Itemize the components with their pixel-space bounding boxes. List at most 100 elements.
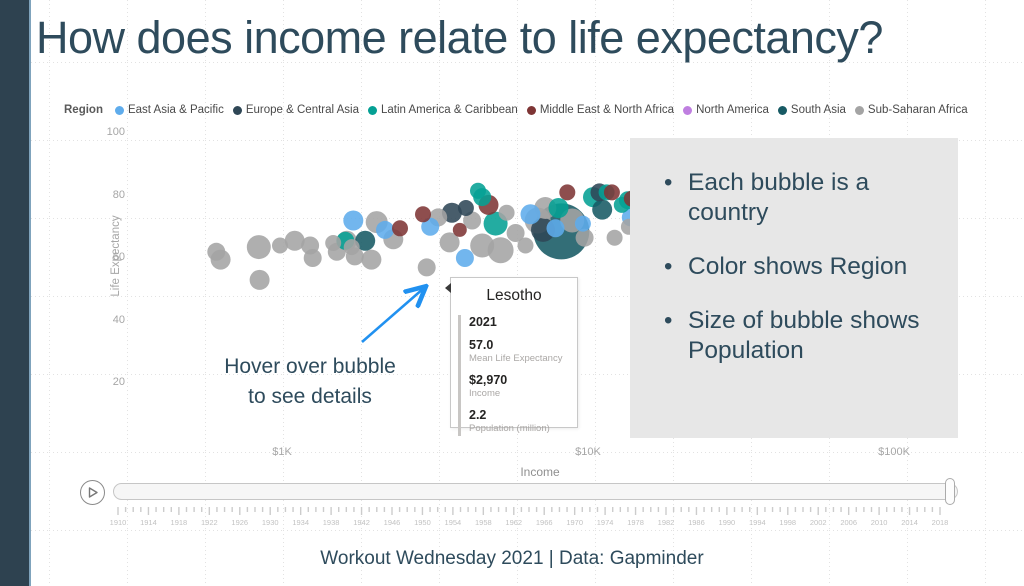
region-legend: Region East Asia & Pacific Europe & Centr… [64,104,968,116]
legend-item-ssa[interactable]: Sub-Saharan Africa [854,104,968,116]
bubble[interactable] [457,200,474,216]
hover-annotation: Hover over bubble to see details [185,352,435,413]
tooltip-row: 2.2 Population (million) [469,408,577,436]
legend-title: Region [64,104,103,116]
legend-dot-icon [368,105,378,115]
bubble[interactable] [470,182,486,199]
x-axis-tick: $1K [272,446,292,458]
legend-item-na[interactable]: North America [683,104,769,116]
year-label: 1934 [292,518,309,527]
play-icon [88,487,98,498]
bubble[interactable] [487,237,514,264]
bubble[interactable] [376,220,394,239]
bubble[interactable] [592,199,613,220]
legend-item-label: Middle East & North Africa [539,104,675,116]
legend-dot-icon [526,105,536,115]
bubble[interactable] [246,235,271,260]
bubble[interactable] [452,222,467,237]
year-label: 1998 [779,518,797,527]
timeline-slider[interactable] [113,483,958,500]
bubble[interactable] [506,224,525,242]
bubble[interactable] [439,232,460,253]
year-label: 1962 [505,518,523,527]
year-label: 1994 [748,518,766,527]
bubble[interactable] [470,233,495,258]
bubble[interactable] [361,249,382,270]
bubble[interactable] [559,184,576,201]
bubble[interactable] [421,217,440,236]
bubble[interactable] [417,258,436,277]
x-axis-tick: $10K [575,446,601,458]
bubble[interactable] [463,211,482,230]
bubble[interactable] [520,204,541,225]
year-label: 1942 [353,518,370,527]
legend-item-lac[interactable]: Latin America & Caribbean [368,104,518,116]
page-title: How does income relate to life expectanc… [36,12,883,63]
bubble[interactable] [325,235,342,251]
bubble[interactable] [207,242,226,261]
year-label: 1938 [322,518,340,527]
bubble[interactable] [343,239,360,256]
year-label: 1910 [109,518,127,527]
year-label: 1926 [231,518,249,527]
bubble[interactable] [575,228,594,247]
slider-handle[interactable] [945,478,955,505]
y-axis-tick: 40 [112,313,125,326]
bubble[interactable] [355,230,376,251]
bubble[interactable] [284,230,305,251]
info-bullet: Each bubble is a country [658,168,934,228]
left-accent-bar [0,0,31,586]
bubble[interactable] [249,269,270,290]
year-label: 1990 [718,518,736,527]
y-axis-tick: 60 [112,251,125,263]
year-label: 2014 [901,518,918,527]
bubble[interactable] [303,249,322,267]
bubble[interactable] [455,249,474,267]
legend-item-label: South Asia [790,104,846,116]
legend-dot-icon [114,105,124,115]
bubble[interactable] [574,215,591,232]
year-label: 1978 [627,518,644,527]
footer-credit: Workout Wednesday 2021 | Data: Gapminder [320,548,704,569]
legend-item-label: Europe & Central Asia [245,104,360,116]
info-bullet: Color shows Region [658,252,934,282]
legend-item-eap[interactable]: East Asia & Pacific [114,104,224,116]
year-label: 2018 [931,518,949,527]
legend-item-mena[interactable]: Middle East & North Africa [526,104,675,116]
bubble[interactable] [606,229,623,246]
bubble[interactable] [343,210,364,231]
bubble[interactable] [517,237,534,254]
tooltip-label: Income [469,388,501,400]
tooltip-row: 2021 [469,315,577,331]
year-label: 1986 [688,518,705,527]
legend-dot-icon [683,105,693,115]
year-label: 2006 [840,518,857,527]
year-label: 1950 [414,518,431,527]
year-label: 1930 [261,518,279,527]
bubble[interactable] [548,198,569,218]
bubble[interactable] [272,237,288,254]
tooltip-row: $2,970 Income [469,373,577,401]
tooltip-value: 2021 [469,315,497,329]
year-label: 1954 [444,518,462,527]
bubble[interactable] [603,184,620,201]
bubble[interactable] [498,204,515,221]
tooltip-title: Lesotho [486,287,542,304]
legend-item-sa[interactable]: South Asia [777,104,846,116]
bubble[interactable] [392,220,408,237]
tooltip-value: $2,970 [469,372,508,387]
year-label: 1918 [170,518,188,527]
legend-item-label: Sub-Saharan Africa [867,104,968,116]
legend-item-label: North America [696,104,769,116]
x-axis-tick: $100K [878,446,910,458]
y-axis-tick: 20 [112,376,125,388]
bubble[interactable] [415,206,431,223]
hover-annotation-line1: Hover over bubble [224,355,396,378]
info-bullet: Size of bubble shows Population [658,306,934,366]
legend-item-eca[interactable]: Europe & Central Asia [232,104,360,116]
legend-item-label: East Asia & Pacific [127,104,224,116]
bubble[interactable] [546,219,565,238]
play-button[interactable] [80,480,105,505]
tooltip-value: 2.2 [469,407,487,422]
